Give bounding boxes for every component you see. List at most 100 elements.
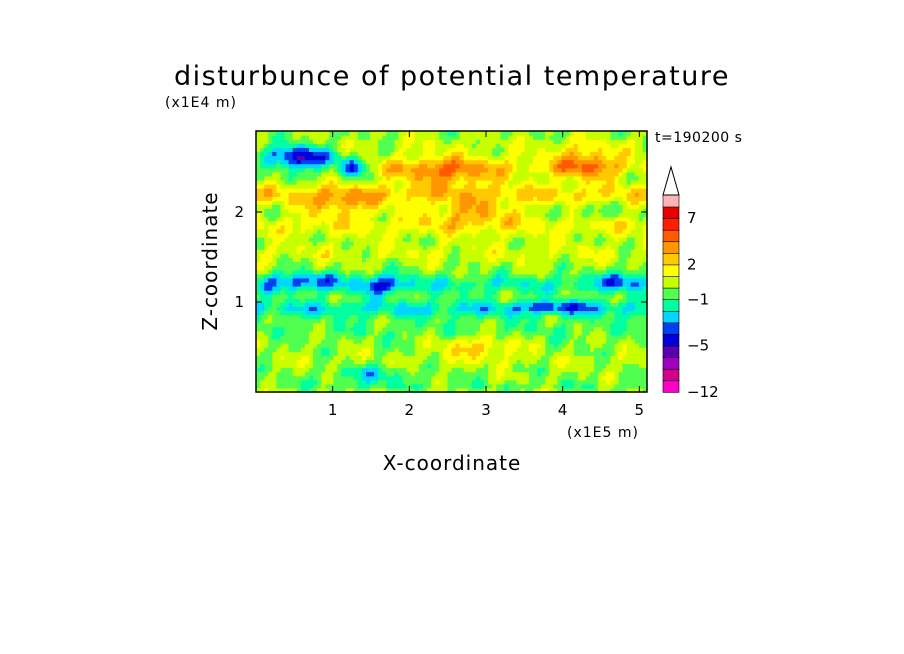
heatmap-cell <box>569 338 575 344</box>
heatmap-cell <box>357 359 363 365</box>
heatmap-cell <box>577 351 583 356</box>
heatmap-cell <box>569 351 575 356</box>
heatmap-cell <box>573 383 579 389</box>
heatmap-cell <box>577 359 583 365</box>
heatmap-cell <box>414 257 420 263</box>
heatmap-cell <box>630 383 636 389</box>
heatmap-cell <box>378 237 383 242</box>
heatmap-cell <box>541 192 546 197</box>
heatmap-cell <box>618 261 624 267</box>
heatmap-cell <box>528 290 534 295</box>
heatmap-cell <box>500 245 506 250</box>
heatmap-cell <box>374 192 379 197</box>
heatmap-cell <box>308 367 314 373</box>
heatmap-cell <box>475 347 481 352</box>
heatmap-cell <box>337 179 343 185</box>
heatmap-cell <box>581 302 587 307</box>
heatmap-cell <box>300 245 306 250</box>
heatmap-cell <box>524 277 530 283</box>
heatmap-cell <box>626 367 632 373</box>
heatmap-cell <box>418 318 424 324</box>
heatmap-cell <box>353 322 359 328</box>
heatmap-cell <box>549 253 554 259</box>
heatmap-cell <box>569 334 575 340</box>
heatmap-cell <box>329 310 334 316</box>
heatmap-cell <box>524 188 530 193</box>
heatmap-cell <box>272 371 277 377</box>
heatmap-cell <box>435 204 440 210</box>
heatmap-cell <box>353 192 359 197</box>
heatmap-cell <box>545 269 550 275</box>
heatmap-cell <box>317 281 322 287</box>
heatmap-cell <box>630 343 636 348</box>
heatmap-cell <box>276 343 282 348</box>
heatmap-cell <box>422 326 428 332</box>
heatmap-cell <box>447 347 453 352</box>
heatmap-cell <box>357 188 363 193</box>
heatmap-cell <box>598 351 603 356</box>
heatmap-cell <box>541 179 546 185</box>
heatmap-cell <box>455 192 461 197</box>
heatmap-cell <box>480 224 485 230</box>
heatmap-cell <box>622 188 628 193</box>
heatmap-cell <box>361 347 367 352</box>
heatmap-cell <box>455 281 461 287</box>
heatmap-cell <box>284 208 290 214</box>
heatmap-cell <box>357 322 363 328</box>
heatmap-cell <box>394 188 400 193</box>
heatmap-cell <box>439 257 444 263</box>
heatmap-cell <box>304 281 310 287</box>
heatmap-cell <box>304 241 310 246</box>
heatmap-cell <box>443 261 449 267</box>
heatmap-cell <box>341 249 347 254</box>
heatmap-cell <box>455 285 461 291</box>
heatmap-cell <box>500 306 506 312</box>
heatmap-cell <box>537 281 542 287</box>
heatmap-cell <box>292 363 298 369</box>
heatmap-cell <box>577 253 583 259</box>
heatmap-cell <box>577 318 583 324</box>
heatmap-cell <box>589 200 595 206</box>
heatmap-cell <box>581 351 587 356</box>
heatmap-cell <box>341 314 347 320</box>
heatmap-cell <box>427 314 432 320</box>
heatmap-cell <box>443 375 449 381</box>
heatmap-cell <box>492 363 497 369</box>
heatmap-cell <box>626 383 632 389</box>
heatmap-cell <box>545 383 550 389</box>
heatmap-cell <box>398 241 404 246</box>
heatmap-cell <box>402 192 408 197</box>
heatmap-cell <box>565 318 571 324</box>
heatmap-cell <box>402 306 408 312</box>
heatmap-cell <box>398 387 404 393</box>
heatmap-cell <box>537 249 542 254</box>
heatmap-cell <box>304 314 310 320</box>
heatmap-cell <box>561 387 567 393</box>
heatmap-cell <box>459 224 465 230</box>
heatmap-cell <box>606 310 611 316</box>
heatmap-cell <box>463 326 469 332</box>
heatmap-cell <box>585 387 591 393</box>
heatmap-cell <box>370 379 375 385</box>
heatmap-cell <box>610 326 616 332</box>
heatmap-cell <box>345 228 351 234</box>
heatmap-cell <box>642 330 648 336</box>
heatmap-cell <box>565 343 571 348</box>
heatmap-cell <box>528 359 534 365</box>
heatmap-cell <box>260 371 265 377</box>
heatmap-cell <box>484 200 489 206</box>
heatmap-cell <box>508 355 514 360</box>
heatmap-cell <box>561 383 567 389</box>
heatmap-cell <box>256 326 261 332</box>
heatmap-cell <box>447 355 453 360</box>
heatmap-cell <box>418 322 424 328</box>
heatmap-cell <box>541 265 546 271</box>
heatmap-cell <box>455 261 461 267</box>
heatmap-cell <box>353 200 359 206</box>
heatmap-cell <box>622 379 628 385</box>
heatmap-cell <box>577 367 583 373</box>
heatmap-cell <box>268 318 273 324</box>
heatmap-cell <box>431 228 436 234</box>
heatmap-cell <box>484 269 489 275</box>
heatmap-cell <box>300 387 306 393</box>
